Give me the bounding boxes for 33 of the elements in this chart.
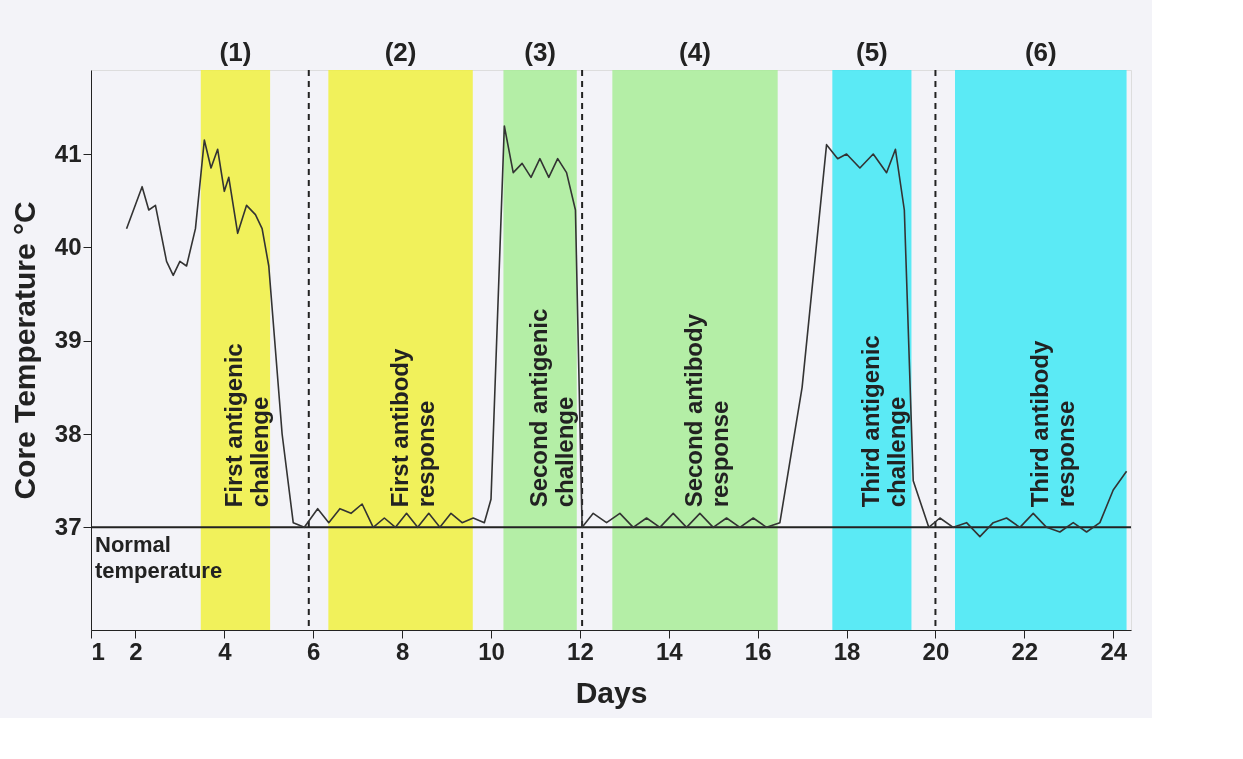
x-tick-label: 2 [129, 637, 143, 665]
y-tick-label: 40 [54, 232, 82, 260]
y-tick-label: 38 [54, 419, 82, 447]
y-tick-label: 39 [54, 326, 82, 354]
band-label: Second antigenic challenge [525, 308, 579, 508]
x-tick-label: 12 [567, 637, 594, 665]
text: (4) [679, 37, 711, 67]
band-label: Second antibody response [680, 313, 733, 508]
x-tick-label: 8 [395, 637, 410, 665]
x-tick-label: 18 [833, 637, 861, 665]
band-label: Third antigenic challenge [856, 335, 910, 508]
text: (2) [384, 37, 417, 67]
text: (5) [856, 37, 888, 67]
text: (6) [1024, 37, 1057, 67]
x-tick-label: 14 [655, 637, 684, 665]
x-tick-label: 16 [744, 637, 772, 665]
x-axis-title: Days [575, 675, 648, 709]
x-tick-label: 10 [478, 637, 505, 665]
x-tick-label: 1 [91, 637, 105, 665]
x-tick-label: 4 [218, 637, 233, 665]
x-tick-label: 22 [1011, 637, 1039, 665]
text: (3) [524, 37, 556, 67]
band-label: First antigenic challenge [220, 343, 274, 508]
x-tick-label: 24 [1100, 637, 1128, 665]
y-axis-title: Core Temperature °C [7, 201, 41, 500]
y-tick-label: 41 [54, 139, 82, 167]
x-tick-label: 20 [922, 637, 950, 665]
text: (1) [219, 37, 252, 67]
band-label: First antibody response [385, 348, 439, 508]
y-tick-label: 37 [54, 512, 82, 540]
x-tick-label: 6 [307, 637, 321, 665]
line-series [125, 125, 1128, 538]
band-label: Third antibody response [1025, 340, 1079, 508]
